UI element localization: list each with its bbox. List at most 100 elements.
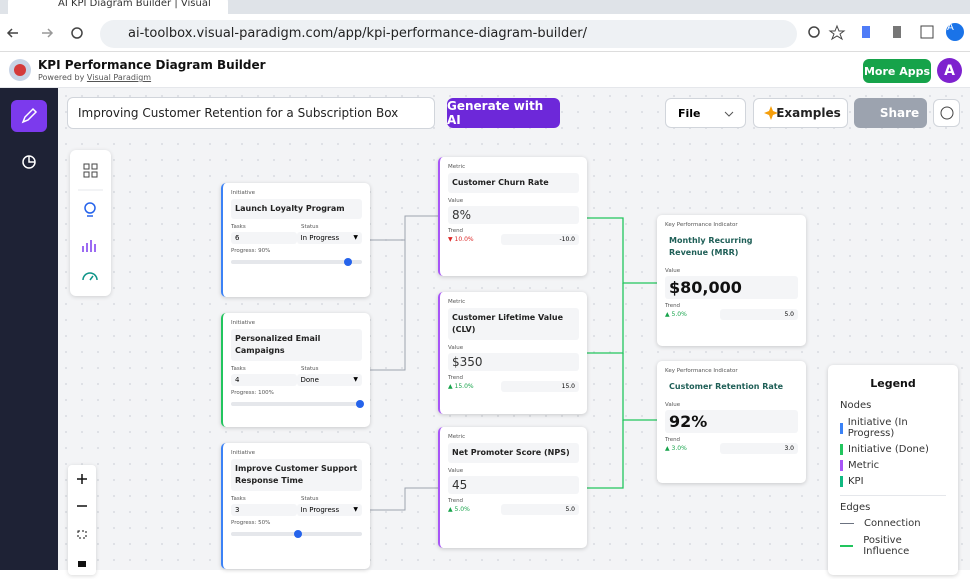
browser-tab[interactable]: AI KPI Diagram Builder | Visual xyxy=(8,0,228,14)
sidebar xyxy=(0,88,58,570)
more-apps-button[interactable]: More Apps xyxy=(863,59,931,83)
node-title: Personalized Email Campaigns xyxy=(231,329,362,361)
legend-heading: Nodes xyxy=(840,400,872,411)
node-kind: Initiative xyxy=(231,320,256,326)
edge-positive xyxy=(622,353,657,421)
progress-thumb[interactable] xyxy=(343,258,352,266)
node-title: Improve Customer Support Response Time xyxy=(231,459,362,491)
progress-track xyxy=(231,258,362,266)
field-values: 6 In Progress ▼ xyxy=(231,232,362,244)
status-value: In Progress xyxy=(300,506,340,514)
edit-icon xyxy=(21,107,38,124)
user-avatar[interactable]: A xyxy=(937,58,962,83)
legend-label: Metric xyxy=(848,460,880,471)
field-label: Status xyxy=(301,366,319,372)
metric-node: Metric Customer Lifetime Value (CLV) Value… xyxy=(438,292,587,414)
url-field[interactable]: ai-toolbox.visual-paradigm.com/app/kpi-p… xyxy=(100,20,797,48)
initiative-node: Initiative Personalized Email Campaigns Ta… xyxy=(221,313,370,427)
trend: ▲ 15.0% xyxy=(448,383,474,390)
status-value: In Progress xyxy=(300,234,340,242)
tasks-input[interactable]: 4 xyxy=(231,374,297,386)
field-label: Status xyxy=(301,496,319,502)
edge-connection xyxy=(370,487,438,511)
trend-input[interactable]: 3.0 xyxy=(720,443,798,454)
legend-label: KPI xyxy=(848,476,864,487)
trend-row: ▲ 5.0% 5.0 xyxy=(448,504,579,515)
help-button[interactable] xyxy=(933,99,960,127)
node-kind: Metric xyxy=(448,299,466,305)
trend-row: ▲ 3.0% 3.0 xyxy=(665,443,798,454)
value-label: Value xyxy=(448,198,464,204)
legend-item: Initiative (Done) xyxy=(840,444,946,455)
legend-item: Connection xyxy=(840,518,946,529)
chevron: ▼ xyxy=(353,376,358,383)
generate-button[interactable]: Generate with AI xyxy=(447,98,560,128)
kpi-node: Key Performance Indicator Customer Retent… xyxy=(657,361,806,483)
field-labels: Tasks Status xyxy=(231,496,362,502)
trend-input[interactable]: 5.0 xyxy=(720,309,798,320)
nav-icons xyxy=(6,27,83,39)
share-button[interactable]: Share xyxy=(854,98,927,128)
kpi-node: Key Performance Indicator Monthly Recurri… xyxy=(657,215,806,346)
value-label: Value xyxy=(665,268,681,274)
progress-label: Progress: 90% xyxy=(231,248,271,254)
node-kind: Initiative xyxy=(231,450,256,456)
legend-swatch xyxy=(840,545,854,547)
tasks-input[interactable]: 3 xyxy=(231,504,297,516)
legend-label: Initiative (In Progress) xyxy=(847,417,908,439)
powered-by: Powered by Visual Paradigm xyxy=(38,73,151,82)
trend-row: ▼ 10.0% -10.0 xyxy=(448,234,579,245)
powered-link[interactable]: Visual Paradigm xyxy=(86,73,152,82)
node-title: Customer Retention Rate xyxy=(665,377,798,397)
edge-positive xyxy=(587,283,624,354)
trend-label: Trend xyxy=(448,498,464,504)
value-label: Value xyxy=(448,468,464,474)
status-select[interactable]: In Progress ▼ xyxy=(296,232,362,244)
prompt-input[interactable]: Improving Customer Retention for a Subsc… xyxy=(67,97,435,129)
node-value: 92% xyxy=(665,410,798,433)
chevron xyxy=(724,111,734,117)
tool-palette xyxy=(70,150,111,296)
legend-swatch xyxy=(840,476,843,487)
metric-node: Metric Net Promoter Score (NPS) Value 45 Tre… xyxy=(438,427,587,548)
trend-input[interactable]: 15.0 xyxy=(501,381,579,392)
chevron: ▼ xyxy=(353,234,358,241)
trend-label: Trend xyxy=(665,437,681,443)
edit-tool[interactable] xyxy=(11,100,47,132)
sparkle-icon xyxy=(764,106,778,120)
zoom-icons[interactable] xyxy=(68,465,96,575)
help-icon xyxy=(940,106,953,120)
trend: ▼ 10.0% xyxy=(448,236,474,243)
legend-item: KPI xyxy=(840,476,946,487)
field-label: Status xyxy=(301,224,319,230)
file-menu[interactable]: File xyxy=(665,98,746,128)
field-labels: Tasks Status xyxy=(231,224,362,230)
progress-thumb[interactable] xyxy=(293,530,302,538)
progress-track xyxy=(231,400,364,408)
node-kind: Metric xyxy=(448,434,466,440)
progress-thumb[interactable] xyxy=(356,400,364,408)
trend-row: ▲ 15.0% 15.0 xyxy=(448,381,579,392)
chart-tool[interactable] xyxy=(20,153,38,171)
legend-label: Connection xyxy=(864,518,921,529)
metric-node: Metric Customer Churn Rate Value 8% Trend ▼ 1… xyxy=(438,157,587,276)
legend: Legend Nodes Initiative (In Progress) Ini… xyxy=(828,365,958,575)
node-title: Launch Loyalty Program xyxy=(231,199,362,219)
legend-swatch xyxy=(840,460,843,471)
status-select[interactable]: In Progress ▼ xyxy=(296,504,362,516)
palette-icons xyxy=(78,163,103,281)
node-value: 45 xyxy=(448,476,579,494)
node-value: $80,000 xyxy=(665,276,798,299)
node-title: Net Promoter Score (NPS) xyxy=(448,443,579,463)
tasks-input[interactable]: 6 xyxy=(231,232,297,244)
trend-input[interactable]: -10.0 xyxy=(501,234,579,245)
legend-label: Initiative (Done) xyxy=(848,444,929,455)
legend-swatch xyxy=(840,522,854,525)
node-kind: Metric xyxy=(448,164,466,170)
legend-item: Initiative (In Progress) xyxy=(840,417,946,439)
field-label: Tasks xyxy=(231,496,246,502)
edge-connection xyxy=(370,216,406,371)
profile[interactable]: A xyxy=(947,22,954,33)
trend-input[interactable]: 5.0 xyxy=(501,504,579,515)
status-select[interactable]: Done ▼ xyxy=(296,374,362,386)
